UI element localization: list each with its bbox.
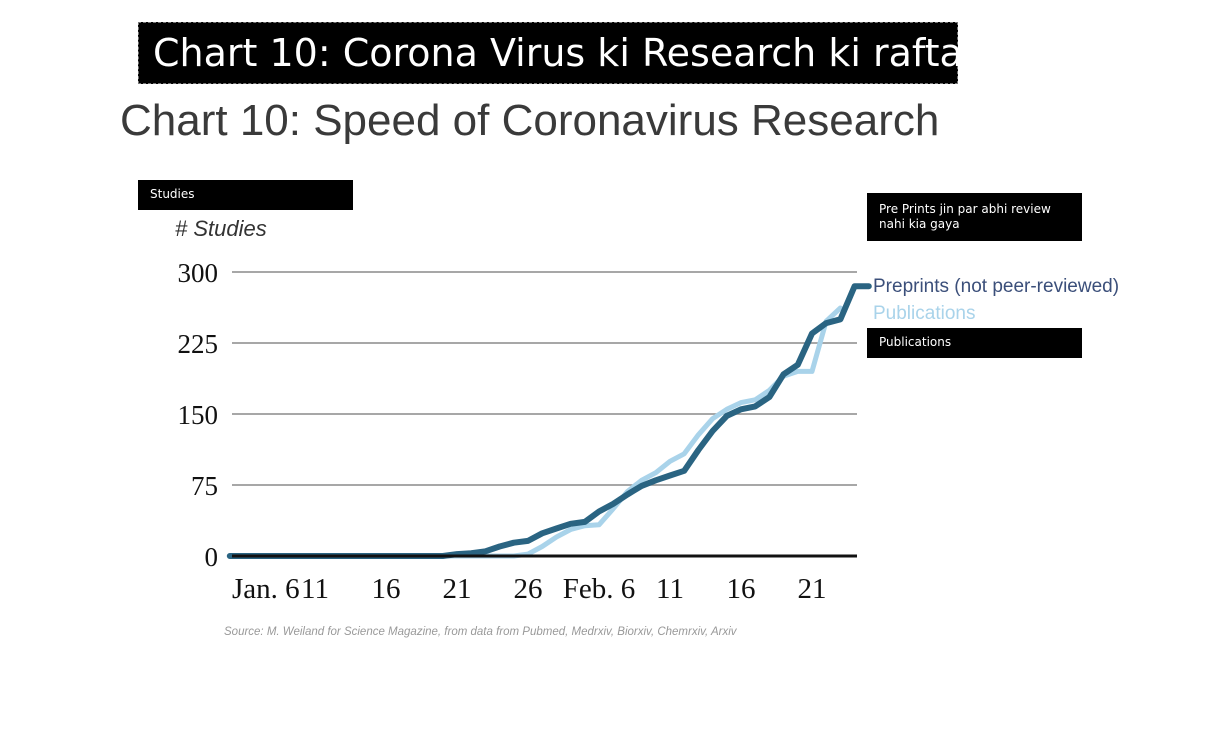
banner-title: Chart 10: Corona Virus ki Research ki ra… <box>153 31 979 75</box>
x-tick-label: 11 <box>656 573 684 605</box>
x-tick-label: 11 <box>301 573 329 605</box>
preprints-annotation: Pre Prints jin par abhi review nahi kia … <box>867 193 1082 241</box>
y-tick-label: 150 <box>178 400 219 430</box>
y-tick-label: 75 <box>191 471 218 501</box>
chart-title: Chart 10: Speed of Coronavirus Research <box>120 96 940 145</box>
x-tick-label: 26 <box>514 573 543 605</box>
publications-series-line <box>227 305 843 559</box>
x-tick-label: Jan. 6 <box>232 573 300 605</box>
y-tick-label: 300 <box>178 258 219 288</box>
x-tick-label: 16 <box>727 573 756 605</box>
publications-annotation: Publications <box>867 328 1082 358</box>
preprints-series-line <box>226 283 872 559</box>
legend-publications: Publications <box>873 303 975 324</box>
banner: Chart 10: Corona Virus ki Research ki ra… <box>138 22 978 84</box>
source-note: Source: M. Weiland for Science Magazine,… <box>224 626 738 638</box>
x-tick-label: Feb. 6 <box>563 573 636 605</box>
y-axis-label: # Studies <box>175 216 267 241</box>
studies-annotation: Studies <box>138 180 353 210</box>
x-tick-label: 21 <box>798 573 827 605</box>
x-tick-label: 21 <box>443 573 472 605</box>
x-tick-label: 16 <box>372 573 401 605</box>
y-tick-label: 225 <box>178 329 219 359</box>
y-tick-label: 0 <box>205 542 219 572</box>
legend-preprints: Preprints (not peer-reviewed) <box>873 276 1119 297</box>
